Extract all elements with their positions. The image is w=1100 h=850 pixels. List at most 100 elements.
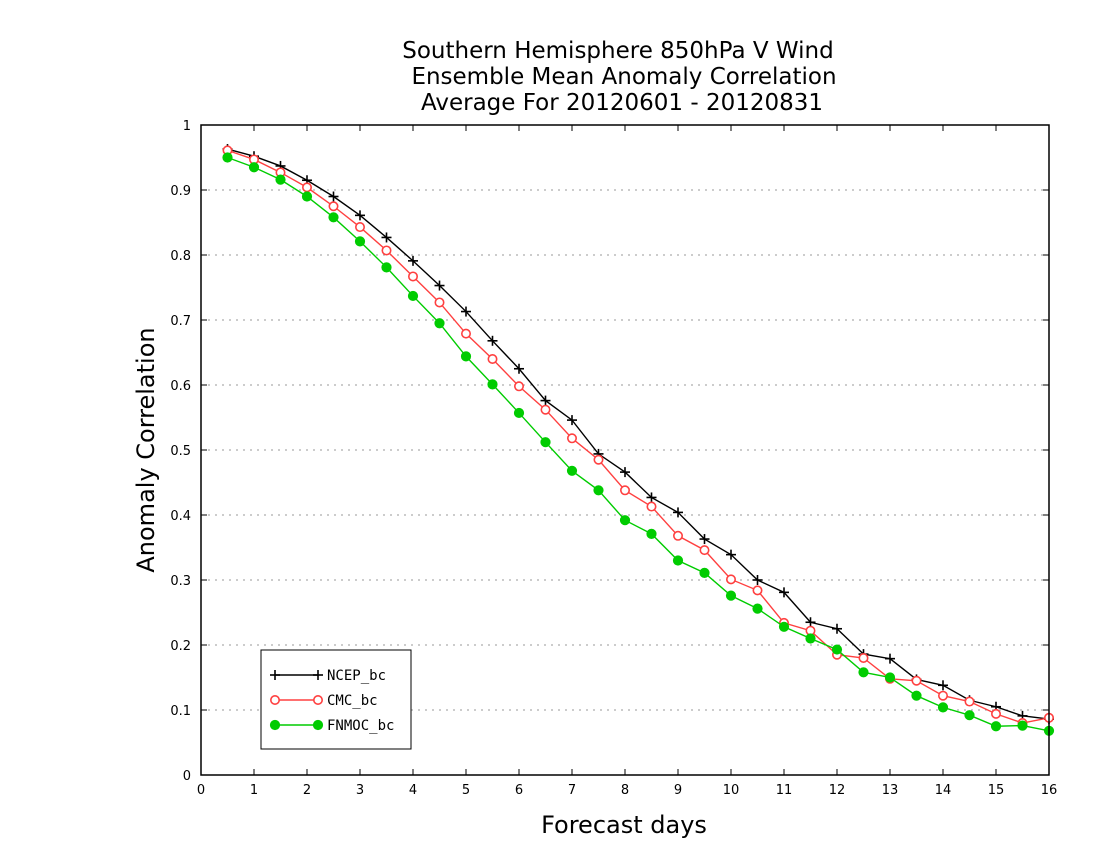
chart-title-line-3: Average For 20120601 - 20120831 xyxy=(421,90,823,116)
data-point xyxy=(937,702,949,713)
x-tick-label: 6 xyxy=(515,783,523,798)
y-tick-label: 0 xyxy=(183,769,191,784)
data-point xyxy=(487,379,498,390)
data-point xyxy=(646,492,657,503)
data-point xyxy=(672,555,684,566)
data-point xyxy=(620,467,630,478)
data-point xyxy=(831,644,843,655)
legend-marker xyxy=(312,694,323,705)
data-point xyxy=(805,633,816,644)
x-tick-label: 2 xyxy=(303,783,311,798)
legend-entry-CMC_bc: CMC_bc xyxy=(269,693,378,709)
data-point xyxy=(301,191,313,202)
x-tick-label: 9 xyxy=(674,783,682,798)
data-point xyxy=(699,534,710,545)
y-tick-label: 1 xyxy=(183,119,191,134)
data-point xyxy=(725,574,736,585)
axes: 0 1 2 3 4 5 6 7 8 9 10 11 12 13 14 15 1600.10.20.30.40.5… xyxy=(170,119,1057,798)
data-point xyxy=(1017,720,1028,731)
data-point xyxy=(460,328,471,339)
data-point xyxy=(619,515,631,526)
data-point xyxy=(885,653,895,664)
gridlines xyxy=(201,189,1049,711)
data-point xyxy=(355,210,365,221)
data-point xyxy=(778,621,790,632)
y-tick-label: 0.4 xyxy=(170,509,191,524)
y-tick-label: 0.6 xyxy=(170,379,191,394)
chart-title-line-1: Southern Hemisphere 850hPa V Wind xyxy=(402,38,833,64)
data-point xyxy=(619,485,630,496)
x-tick-label: 16 xyxy=(1041,783,1058,798)
x-tick-label: 10 xyxy=(723,783,740,798)
legend-entry-NCEP_bc: NCEP_bc xyxy=(270,668,386,684)
chart-title: Southern Hemisphere 850hPa V Wind Ensemb… xyxy=(402,38,836,116)
data-point xyxy=(805,617,816,628)
series-line xyxy=(227,149,1050,724)
data-point xyxy=(328,191,339,202)
data-point xyxy=(672,530,683,541)
x-tick-label: 11 xyxy=(776,783,793,798)
data-point xyxy=(884,672,896,683)
data-point xyxy=(461,306,471,317)
legend-label: CMC_bc xyxy=(327,693,378,709)
data-point xyxy=(301,182,312,193)
x-axis-label: Forecast days xyxy=(541,811,707,839)
data-point xyxy=(407,271,418,282)
y-axis-label: Anomaly Correlation xyxy=(132,327,160,572)
legend-marker xyxy=(270,670,280,680)
data-point xyxy=(354,222,365,233)
y-tick-label: 0.8 xyxy=(170,249,191,264)
data-point xyxy=(779,587,789,598)
data-point xyxy=(434,318,445,329)
series-line xyxy=(227,148,1050,720)
data-point xyxy=(275,174,286,185)
x-tick-label: 1 xyxy=(250,783,258,798)
x-tick-label: 7 xyxy=(568,783,576,798)
data-point xyxy=(593,454,604,465)
data-point xyxy=(381,262,392,273)
x-tick-label: 15 xyxy=(988,783,1005,798)
y-tick-label: 0.3 xyxy=(170,574,191,589)
y-tick-label: 0.5 xyxy=(170,444,191,459)
data-point xyxy=(990,708,1001,719)
x-tick-label: 12 xyxy=(829,783,846,798)
series-NCEP_bc xyxy=(222,144,1054,725)
data-point xyxy=(381,245,392,256)
chart-title-line-2: Ensemble Mean Anomaly Correlation xyxy=(411,64,836,90)
legend: NCEP_bc CMC_bc FNMOC_bc xyxy=(260,649,412,750)
data-point xyxy=(460,351,472,362)
data-point xyxy=(513,381,524,392)
legend-marker xyxy=(269,694,280,705)
data-point xyxy=(673,507,683,518)
data-point xyxy=(832,623,842,634)
series-layer xyxy=(222,144,1055,736)
y-tick-label: 0.7 xyxy=(170,314,191,329)
data-point xyxy=(248,162,260,173)
data-point xyxy=(434,297,445,308)
x-tick-label: 4 xyxy=(409,783,417,798)
data-point xyxy=(540,437,551,448)
x-tick-label: 3 xyxy=(356,783,364,798)
data-point xyxy=(567,415,577,426)
data-point xyxy=(858,667,869,678)
series-line xyxy=(227,156,1050,732)
data-point xyxy=(938,680,948,691)
data-point xyxy=(407,290,419,302)
data-point xyxy=(726,549,736,560)
data-point xyxy=(752,585,763,596)
data-point xyxy=(699,567,710,578)
data-point xyxy=(328,212,339,223)
legend-label: NCEP_bc xyxy=(327,668,386,684)
series-FNMOC_bc xyxy=(222,152,1055,736)
data-point xyxy=(222,152,233,163)
data-point xyxy=(540,395,551,406)
data-point xyxy=(911,675,922,686)
data-point xyxy=(566,465,578,476)
data-point xyxy=(990,721,1002,732)
data-point xyxy=(911,690,922,701)
data-point xyxy=(646,501,657,512)
legend-marker xyxy=(312,719,324,731)
data-point xyxy=(514,363,524,374)
legend-entry-FNMOC_bc: FNMOC_bc xyxy=(269,718,394,734)
